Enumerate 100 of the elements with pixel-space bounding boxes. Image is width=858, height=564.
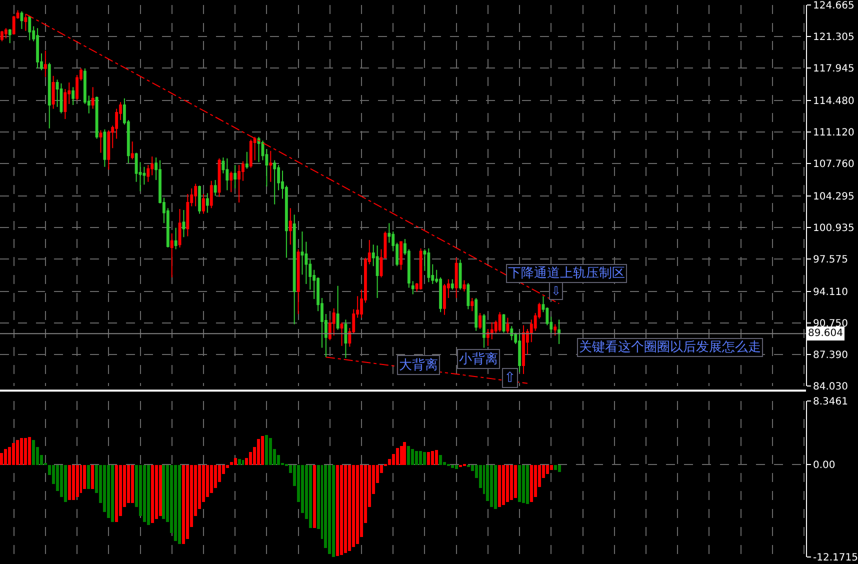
bar [12,442,15,465]
candlestick [226,158,229,191]
candlestick [296,248,300,314]
bar [155,464,158,519]
candlestick [340,322,344,346]
bar [178,464,181,544]
bar [546,464,549,474]
candlestick [20,10,24,30]
y-tick-label: 87.390 [813,350,848,361]
candlestick [482,313,486,348]
bar [162,464,165,519]
bar [111,464,114,522]
bar [159,464,162,516]
bar [234,458,237,465]
y-tick-label: 117.945 [813,63,854,74]
bar [257,438,260,465]
bar [494,464,497,509]
candlestick [95,96,98,140]
bar [435,450,438,465]
bar [403,442,406,465]
bar [72,464,75,500]
candlestick [411,280,414,295]
candlestick [234,164,237,189]
bar [91,464,94,489]
candlestick [8,28,12,44]
candlestick [292,214,296,325]
candlestick [52,75,55,110]
candlestick [44,50,47,78]
annotation: 关键看这个圈圈以后发展怎么走 [579,340,761,355]
y-tick-label: 107.760 [813,158,854,170]
candlestick [273,160,276,205]
bar [348,464,351,551]
bar [352,464,355,547]
bar [313,464,316,528]
candlestick [249,139,252,168]
bar [16,440,19,465]
bar [427,452,430,465]
bar [522,464,525,503]
y-tick-label: 121.305 [813,32,854,43]
bar [400,446,403,465]
candlestick [48,62,51,129]
candlestick [288,208,292,246]
bar [269,438,272,465]
y-tick-label: 100.935 [813,222,854,234]
bar [439,454,442,465]
candlestick [376,245,379,299]
bar [230,462,233,465]
candlestick [198,185,201,214]
candlestick [91,86,94,110]
candlestick [99,130,102,154]
bar [242,460,244,465]
annotation: 下降通道上轨压制区 [508,266,625,281]
candlestick [245,151,248,170]
bar [68,464,71,500]
candlestick [72,86,75,106]
bar [490,464,493,507]
candlestick [427,248,430,283]
y-tick-label: 8.3461 [813,396,848,408]
bar [550,464,553,470]
bar [411,448,414,465]
candlestick [466,282,470,310]
bar [554,464,557,470]
candlestick [178,208,182,248]
bar [261,436,264,465]
bar [344,464,347,553]
candlestick [182,209,186,238]
bar [210,464,213,493]
bar [80,464,82,493]
bar [238,458,241,465]
bar [24,438,27,465]
bar [28,436,31,465]
candlestick [462,280,466,292]
candlestick [257,136,260,163]
bar [32,440,35,465]
bar [510,464,513,500]
y-tick-label: 94.110 [813,286,848,298]
bar [309,464,312,528]
candlestick [458,259,462,290]
candlestick [218,158,221,198]
candlestick [214,179,217,196]
bar [518,464,521,502]
candlestick [4,28,8,39]
candlestick [174,227,178,250]
bar [455,464,458,469]
bar [265,434,268,465]
y-tick-label: 124.665 [813,0,854,12]
candlestick [194,183,198,207]
bar [514,464,517,498]
candlestick [474,298,478,332]
y-tick-label: 84.030 [813,381,848,392]
candlestick [450,278,454,290]
bar [147,464,150,525]
candlestick [210,180,213,209]
candlestick [28,15,32,41]
bar [396,448,399,465]
bar [76,464,79,497]
candlestick [170,232,174,278]
candlestick [518,332,522,373]
candlestick [238,164,240,203]
bar [423,452,426,465]
